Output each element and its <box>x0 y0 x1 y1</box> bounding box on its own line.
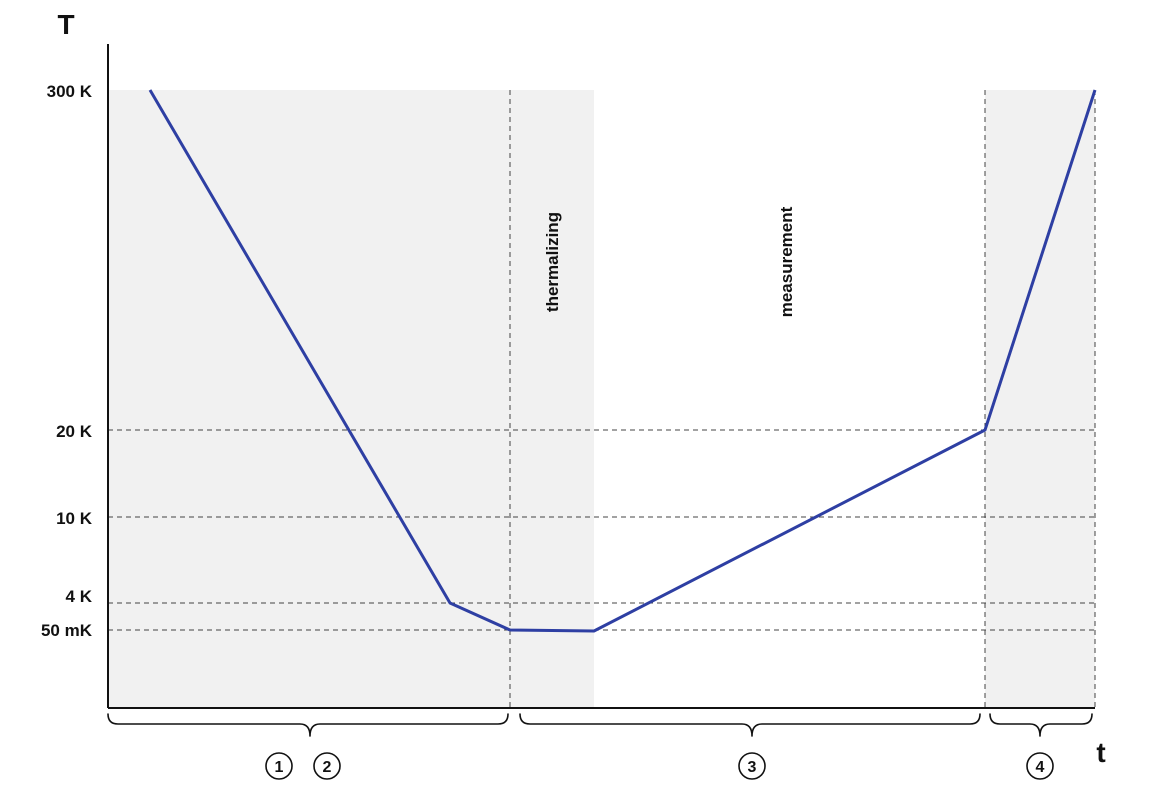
step-marker-3: 3 <box>738 752 766 780</box>
step-marker-4: 4 <box>1026 752 1054 780</box>
brace-steps-1-2 <box>107 713 509 737</box>
step-circle-4 <box>1026 752 1054 780</box>
temperature-curve <box>148 89 1097 633</box>
step-marker-1: 1 <box>265 752 293 780</box>
brace-step-4 <box>989 713 1093 737</box>
step-number-3: 3 <box>748 759 757 776</box>
tick-20k: 20 K <box>56 422 93 441</box>
step-circle-2 <box>313 752 341 780</box>
y-axis-title: T <box>57 9 74 40</box>
phase-label-thermalizing: thermalizing <box>543 212 562 312</box>
step-number-4: 4 <box>1036 759 1045 776</box>
step-circle-1 <box>265 752 293 780</box>
brace-step-3 <box>519 713 981 737</box>
vertical-guides <box>509 90 1096 708</box>
x-axis-title: t <box>1096 737 1105 768</box>
tick-50mk: 50 mK <box>41 621 93 640</box>
phase-label-measurement: measurement <box>777 206 796 317</box>
tick-300k: 300 K <box>47 82 93 101</box>
step-number-2: 2 <box>323 759 332 776</box>
shaded-region-thermalizing <box>510 90 594 708</box>
shaded-region-cooldown <box>108 90 510 708</box>
horizontal-guides <box>108 429 1095 631</box>
shaded-region-warmup <box>985 90 1095 708</box>
tick-4k: 4 K <box>66 587 93 606</box>
tick-10k: 10 K <box>56 509 93 528</box>
step-number-1: 1 <box>275 759 284 776</box>
step-circle-3 <box>738 752 766 780</box>
step-marker-2: 2 <box>313 752 341 780</box>
brace-group <box>107 713 1093 737</box>
